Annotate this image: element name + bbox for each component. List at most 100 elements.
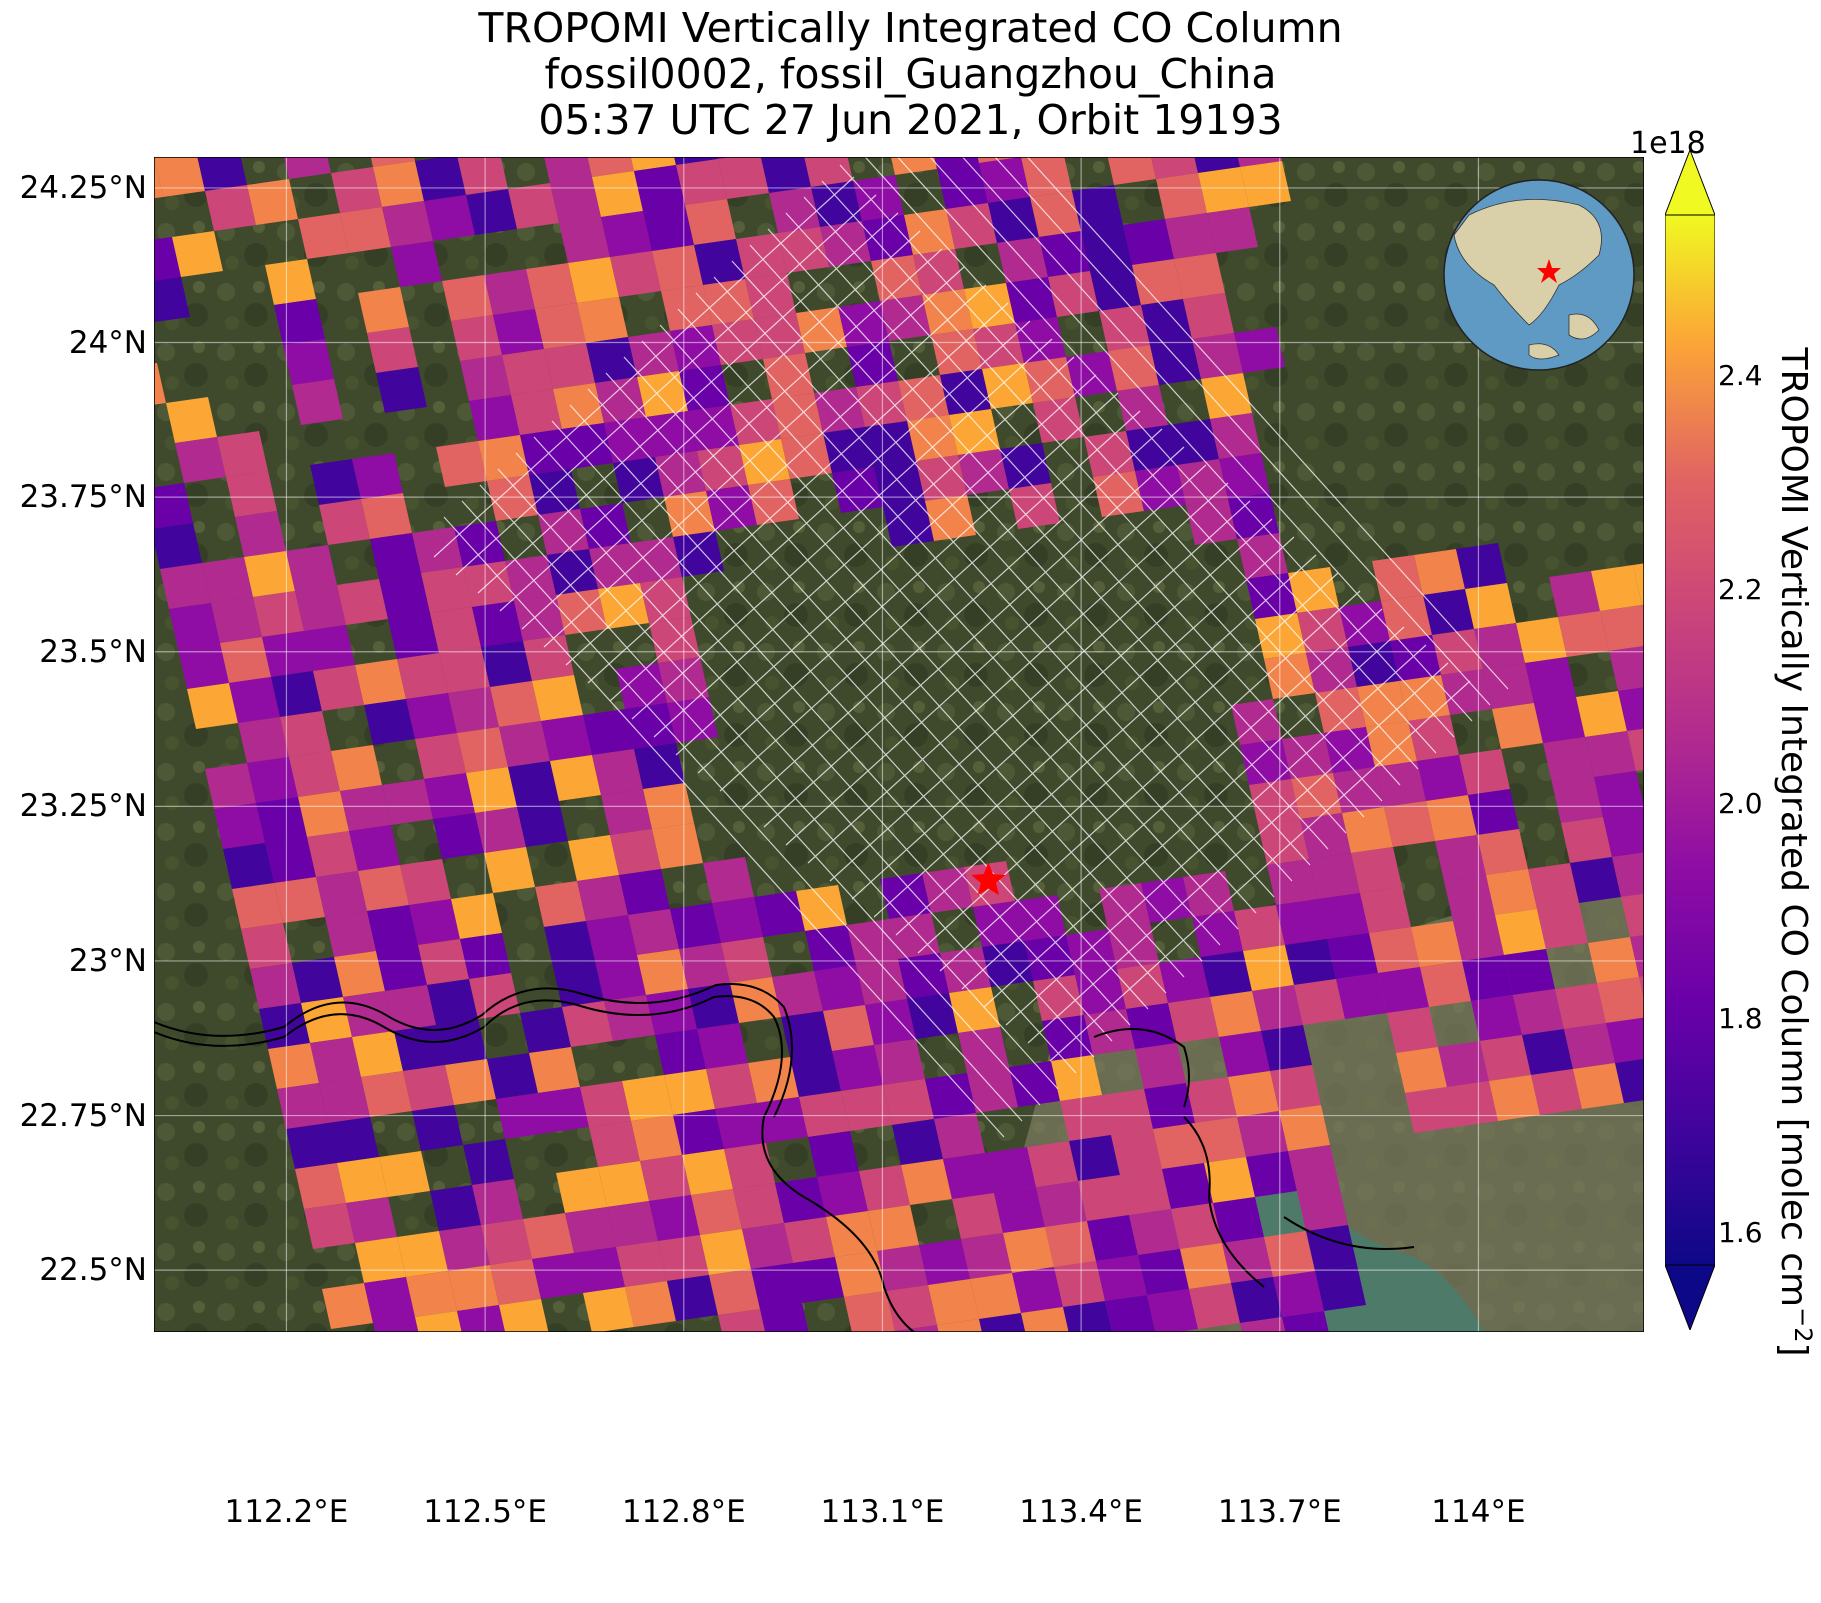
co-retrieval-pixel: [886, 1285, 937, 1331]
co-retrieval-pixel: [1327, 933, 1378, 979]
co-retrieval-pixel: [295, 1163, 346, 1209]
co-retrieval-pixel: [370, 157, 415, 167]
co-retrieval-pixel: [403, 1065, 454, 1111]
co-retrieval-pixel: [916, 455, 967, 501]
co-retrieval-pixel: [823, 427, 874, 473]
co-retrieval-pixel: [463, 1139, 514, 1185]
co-retrieval-pixel: [1324, 727, 1375, 773]
co-retrieval-pixel: [1285, 939, 1336, 985]
co-retrieval-pixel: [1162, 1163, 1213, 1209]
co-retrieval-pixel: [1192, 911, 1243, 957]
co-retrieval-pixel: [1288, 1145, 1339, 1191]
lat-tick-label: 22.75°N: [19, 1097, 147, 1134]
co-retrieval-pixel: [1234, 905, 1285, 951]
co-retrieval-pixel: [1204, 1157, 1255, 1203]
co-retrieval-pixel: [1048, 271, 1099, 317]
co-retrieval-pixel: [1531, 1069, 1582, 1115]
co-retrieval-pixel: [187, 683, 238, 729]
co-retrieval-pixel: [481, 1219, 532, 1265]
colorbar-gradient: [1665, 214, 1715, 1266]
co-retrieval-pixel: [715, 1103, 766, 1149]
co-retrieval-pixel: [1009, 1061, 1060, 1107]
co-retrieval-pixel: [1219, 1031, 1270, 1077]
co-retrieval-pixel: [469, 395, 520, 441]
source-location-star: [971, 862, 1006, 896]
footprint-lattice: [433, 157, 1509, 1138]
co-retrieval-pixel: [490, 681, 541, 727]
co-retrieval-pixel: [580, 1081, 631, 1127]
co-retrieval-pixel: [610, 251, 661, 297]
co-retrieval-pixel: [583, 709, 634, 755]
co-retrieval-pixel: [1087, 1215, 1138, 1261]
co-retrieval-pixel: [508, 761, 559, 807]
co-retrieval-pixel: [307, 831, 358, 877]
co-retrieval-pixel: [418, 939, 469, 985]
co-retrieval-pixel: [682, 1149, 733, 1195]
co-retrieval-pixel: [1135, 1043, 1186, 1089]
gridlines: [154, 157, 1644, 1332]
co-retrieval-pixel: [1591, 565, 1642, 611]
co-retrieval-pixel: [385, 985, 436, 1031]
co-retrieval-pixel: [1240, 739, 1291, 785]
co-retrieval-pixel: [367, 905, 418, 951]
co-retrieval-pixel: [340, 207, 391, 253]
co-retrieval-pixel: [958, 1027, 1009, 1073]
co-retrieval-pixel: [781, 433, 832, 479]
co-retrieval-pixel: [1522, 1029, 1573, 1075]
co-retrieval-pixel: [511, 389, 562, 435]
co-retrieval-pixel: [265, 837, 316, 883]
co-retrieval-pixel: [373, 1317, 419, 1332]
co-retrieval-pixel: [1228, 493, 1279, 539]
co-retrieval-pixel: [1594, 771, 1644, 817]
co-retrieval-pixel: [352, 1031, 403, 1077]
co-retrieval-pixel: [1108, 345, 1159, 391]
co-retrieval-pixel: [985, 1147, 1036, 1193]
co-retrieval-pixel: [439, 1225, 490, 1271]
co-retrieval-pixel: [664, 491, 715, 537]
co-retrieval-pixel: [1222, 1237, 1273, 1283]
co-retrieval-pixel: [883, 501, 934, 547]
co-retrieval-pixel: [586, 337, 637, 383]
co-retrieval-pixel: [922, 289, 973, 335]
co-retrieval-pixel: [634, 743, 685, 789]
co-retrieval-pixel: [580, 503, 631, 549]
co-retrieval-pixel: [523, 1213, 574, 1259]
colorbar-exponent: 1e18: [1630, 126, 1706, 161]
co-retrieval-pixel: [670, 903, 721, 949]
co-retrieval-pixel: [253, 591, 304, 637]
co-retrieval-pixel: [988, 197, 1039, 243]
co-retrieval-pixel: [670, 325, 721, 371]
co-retrieval-pixel: [1357, 681, 1408, 727]
co-retrieval-pixel: [796, 885, 847, 931]
co-retrieval-pixel: [1264, 1231, 1315, 1277]
co-retrieval-pixel: [804, 157, 853, 187]
co-retrieval-pixel: [505, 555, 556, 601]
co-retrieval-pixel: [1198, 167, 1249, 213]
co-retrieval-pixel: [1615, 1058, 1644, 1103]
co-retrieval-pixel: [1033, 975, 1084, 1021]
co-retrieval-pixel: [490, 1259, 541, 1305]
co-retrieval-pixel: [691, 1189, 742, 1235]
co-retrieval-pixel: [610, 829, 661, 875]
co-retrieval-pixel: [262, 631, 313, 677]
co-retrieval-pixel: [1036, 1181, 1087, 1227]
co-retrieval-pixel: [1528, 863, 1579, 909]
co-retrieval-pixel: [355, 1237, 406, 1283]
co-retrieval-pixel: [154, 237, 181, 281]
co-retrieval-pixel: [631, 1115, 682, 1161]
co-retrieval-pixel: [1627, 728, 1644, 771]
co-retrieval-pixel: [1066, 929, 1117, 975]
co-retrieval-pixel: [977, 157, 1021, 163]
co-retrieval-pixel: [1147, 1289, 1198, 1332]
co-retrieval-pixel: [631, 537, 682, 583]
co-retrieval-pixel: [838, 301, 889, 347]
co-retrieval-pixel: [1504, 949, 1555, 995]
co-retrieval-pixel: [1417, 755, 1468, 801]
lon-tick-label: 112.8°E: [621, 1494, 746, 1530]
co-retrieval-pixel: [1231, 1277, 1282, 1323]
co-retrieval-pixel: [484, 847, 535, 893]
co-retrieval-pixel: [508, 183, 559, 229]
co-retrieval-pixel: [1186, 1077, 1237, 1123]
co-retrieval-pixel: [376, 367, 427, 413]
co-retrieval-pixel: [289, 751, 340, 797]
